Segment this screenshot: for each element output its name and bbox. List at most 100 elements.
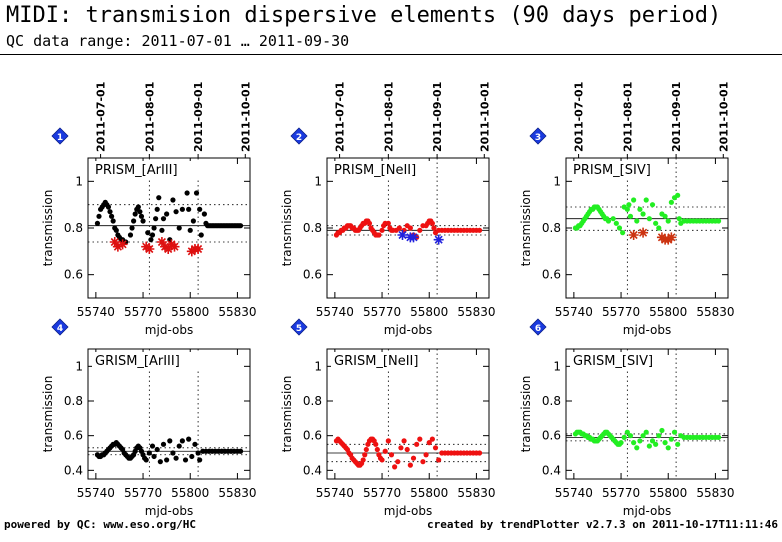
outlier-point (109, 237, 120, 247)
data-point (627, 433, 634, 439)
y-tick-label: 0.4 (542, 463, 561, 477)
data-point (113, 227, 119, 233)
data-point (396, 225, 402, 231)
data-point (385, 438, 391, 444)
panel-index-icon (529, 127, 547, 145)
outlier-point (193, 244, 204, 254)
data-point (656, 225, 662, 231)
data-point (373, 441, 379, 447)
y-axis-label: transmission (280, 190, 294, 267)
outlier-point (408, 232, 419, 243)
outlier-point (628, 230, 639, 240)
data-point (621, 434, 627, 440)
data-point (197, 457, 203, 463)
data-point (626, 202, 632, 208)
data-point (610, 216, 616, 222)
plot-frame (87, 348, 251, 480)
data-point (149, 232, 156, 238)
x-tick-label: 55800 (171, 486, 209, 500)
data-point (665, 218, 671, 224)
data-point (179, 206, 185, 212)
data-point (420, 459, 426, 465)
x-tick-label: 55830 (696, 305, 734, 319)
x-tick-label: 55800 (649, 486, 687, 500)
y-tick-label: 1 (553, 359, 561, 373)
data-point (398, 445, 404, 451)
data-point (646, 216, 652, 222)
y-axis-label: transmission (519, 376, 533, 453)
panel-index: 2 (296, 133, 302, 143)
data-point (157, 459, 163, 465)
y-axis-label: transmission (41, 376, 55, 453)
data-point (620, 230, 626, 236)
data-point (423, 452, 429, 458)
outlier-point (397, 230, 408, 240)
panel-index-icon (529, 318, 547, 336)
data-point (401, 438, 407, 444)
outlier-point (163, 244, 174, 254)
x-tick-label: 55740 (77, 305, 115, 319)
panel-label-bg (331, 161, 436, 178)
date-tick-label: 2011-09-01 (431, 82, 444, 152)
data-point (613, 220, 619, 226)
data-point (649, 202, 656, 208)
x-tick-label: 55770 (602, 305, 640, 319)
data-point (643, 429, 649, 435)
data-point (237, 448, 244, 454)
data-point (186, 206, 192, 212)
panel-index: 6 (535, 324, 541, 334)
data-point (376, 232, 382, 238)
page-subtitle: QC data range: 2011-07-01 … 2011-09-30 (6, 32, 350, 50)
data-point (715, 218, 722, 224)
data-point (388, 452, 395, 458)
data-point (160, 441, 167, 447)
y-tick-label: 0.4 (303, 463, 322, 477)
data-point (675, 441, 681, 447)
data-point (662, 213, 668, 219)
data-point (637, 206, 643, 212)
y-tick-label: 0.6 (303, 429, 322, 443)
data-point (429, 220, 435, 226)
y-tick-label: 0.8 (542, 394, 561, 408)
footer-credit: powered by QC: www.eso.org/HC (4, 518, 197, 531)
panel-4: 55740 55770 55800 55830 0.4 0.6 0.8 1 mjd-obs tra… (41, 318, 257, 518)
x-tick-label: 55770 (363, 305, 401, 319)
data-point (138, 213, 145, 219)
data-point (653, 441, 659, 447)
data-point (182, 457, 189, 463)
panel-index-icon (51, 318, 69, 336)
data-point (363, 446, 369, 453)
panel-5: 55740 55770 55800 55830 0.4 0.6 0.8 1 mjd-obs tra… (280, 318, 496, 518)
data-point (407, 225, 413, 231)
panel-label: PRISM_[SIV] (573, 163, 651, 178)
data-point (476, 450, 483, 456)
date-tick-label: 2011-09-01 (670, 82, 683, 152)
data-point (156, 195, 162, 201)
panel-label-bg (331, 352, 436, 369)
panel-label: GRISM_[NeII] (334, 354, 418, 369)
x-tick-label: 55770 (363, 486, 401, 500)
date-tick-label: 2011-07-01 (573, 82, 586, 152)
data-point (662, 440, 668, 446)
date-tick-label: 2011-08-01 (143, 82, 156, 152)
data-point (151, 225, 157, 231)
data-point (366, 220, 373, 226)
panel-label: GRISM_[SIV] (573, 354, 653, 369)
data-point (189, 453, 195, 460)
panel-index-icon (290, 318, 308, 336)
outlier-point (169, 241, 180, 252)
x-tick-label: 55830 (218, 486, 256, 500)
data-point (170, 450, 176, 456)
data-point (675, 192, 681, 198)
data-point (176, 225, 182, 231)
data-point (176, 443, 182, 449)
x-tick-label: 55740 (316, 486, 354, 500)
panel-label-bg (570, 352, 667, 369)
y-tick-label: 1 (553, 174, 561, 188)
panel-label: GRISM_[ArIII] (95, 354, 180, 369)
data-point (153, 216, 159, 222)
x-tick-label: 55800 (171, 305, 209, 319)
data-point (129, 225, 135, 231)
data-point (637, 438, 643, 444)
